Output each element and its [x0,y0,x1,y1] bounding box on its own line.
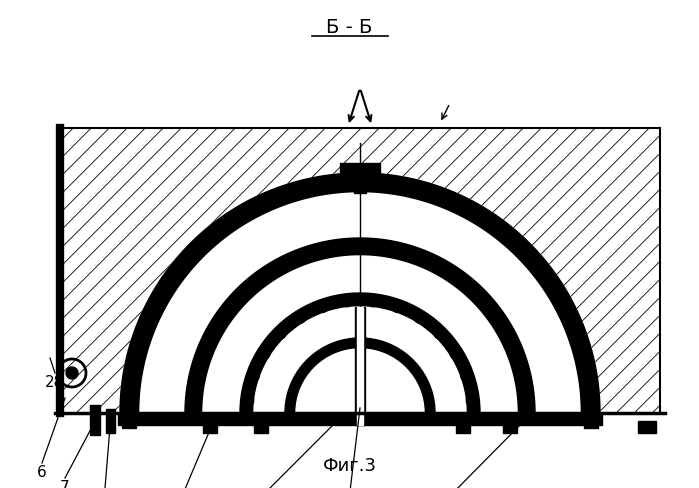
Bar [122,422,136,428]
Circle shape [217,311,231,325]
Text: 28: 28 [45,375,64,390]
Circle shape [461,370,473,382]
Polygon shape [254,307,466,413]
Circle shape [368,241,382,255]
Bar [456,423,470,433]
Bar [340,163,380,181]
Text: 6: 6 [37,465,47,480]
Circle shape [423,256,437,269]
Circle shape [513,363,527,377]
Polygon shape [240,293,480,413]
Circle shape [434,327,446,339]
Circle shape [283,256,297,269]
Bar [90,405,100,435]
Bar [106,409,115,433]
Bar [254,423,268,433]
Circle shape [247,370,259,382]
Circle shape [470,288,484,303]
Polygon shape [140,193,580,413]
Text: Б - Б: Б - Б [326,18,373,37]
Circle shape [236,288,250,303]
Circle shape [519,391,533,406]
Circle shape [187,391,201,406]
Circle shape [448,270,462,284]
Circle shape [66,367,78,379]
Circle shape [310,245,324,260]
Bar [118,413,602,425]
Circle shape [503,336,517,350]
Circle shape [317,300,329,312]
Bar [503,423,517,433]
Circle shape [396,245,410,260]
Polygon shape [185,238,535,413]
Polygon shape [203,256,517,413]
Polygon shape [296,349,424,413]
Polygon shape [120,173,600,413]
Bar [584,422,598,428]
Circle shape [258,270,272,284]
Circle shape [294,311,306,324]
Circle shape [338,241,352,255]
Text: 7: 7 [60,480,70,488]
Bar [355,307,365,425]
Circle shape [242,394,254,407]
Bar [638,421,656,433]
Circle shape [341,295,354,307]
Circle shape [449,347,461,359]
Circle shape [489,311,503,325]
Circle shape [466,394,478,407]
Bar [354,178,366,193]
Bar [357,307,363,425]
Circle shape [367,295,379,307]
Circle shape [203,336,217,350]
Circle shape [259,347,271,359]
Polygon shape [120,173,600,413]
Text: Фиг.3: Фиг.3 [322,457,377,475]
Circle shape [414,311,426,324]
Bar [203,423,217,433]
Polygon shape [285,338,435,413]
Circle shape [391,300,403,312]
Circle shape [193,363,207,377]
Circle shape [274,327,286,339]
